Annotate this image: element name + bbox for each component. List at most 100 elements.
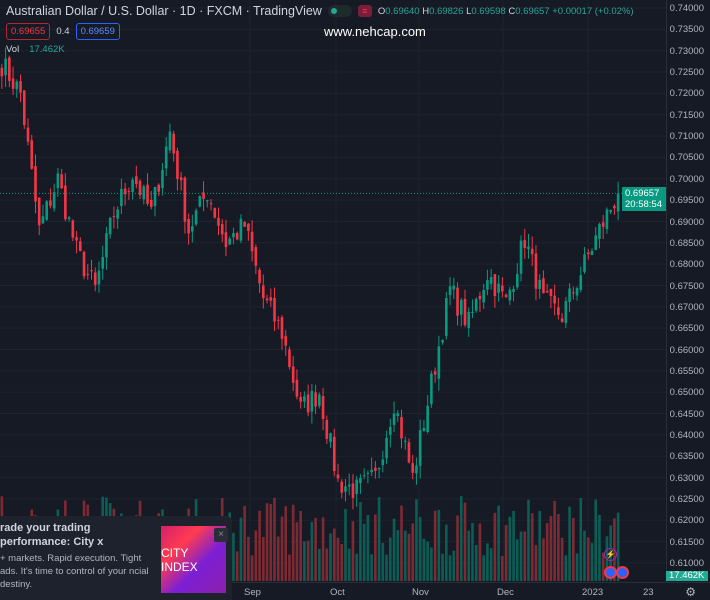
volume-bar (456, 515, 459, 581)
volume-bar (601, 552, 605, 581)
candle-body (336, 474, 340, 479)
buy-button[interactable]: 0.69659 (75, 23, 120, 40)
volume-bar (370, 554, 373, 581)
volume-bar (538, 511, 542, 581)
volume-bar (332, 528, 336, 581)
volume-bar (471, 522, 474, 581)
ad-close-button[interactable]: × (214, 528, 228, 542)
candle-body (149, 199, 153, 208)
volume-bar (583, 530, 586, 581)
candle-body (153, 187, 157, 206)
candle-body (64, 185, 67, 220)
candle-body (15, 81, 19, 90)
volume-bar (400, 505, 403, 581)
candle-body (52, 192, 56, 209)
candle-body (590, 250, 594, 256)
symbol-title[interactable]: Australian Dollar / U.S. Dollar · 1D · F… (6, 4, 322, 18)
candle-body (418, 430, 422, 466)
volume-bar (265, 503, 269, 581)
candle-body (430, 373, 433, 405)
candle-body (108, 217, 112, 235)
lightning-event-icon[interactable]: ⚡ (604, 548, 617, 561)
volume-bar (254, 530, 258, 581)
volume-bar (433, 510, 437, 581)
candle-body (179, 177, 183, 181)
volume-bar (288, 554, 291, 581)
candle-body (220, 224, 224, 235)
volume-bar (314, 517, 317, 581)
candle-body (527, 246, 530, 250)
candle-body (463, 298, 467, 326)
time-tick-label: Sep (244, 587, 261, 598)
volume-bar (243, 505, 246, 581)
sell-button[interactable]: 0.69655 (6, 23, 51, 40)
candle-body (254, 247, 258, 266)
ohlc-values: O0.69640 H0.69826 L0.69598 C0.69657 +0.0… (377, 5, 634, 17)
volume-bar (310, 521, 314, 581)
candle-body (56, 173, 60, 189)
candle-body (501, 285, 504, 292)
candle-body (508, 289, 512, 301)
price-tick-label: 0.67000 (669, 301, 704, 313)
flag-icon[interactable]: ≡ (357, 5, 372, 17)
candle-body (482, 290, 485, 303)
ad-banner[interactable]: rade your trading performance: City x + … (0, 516, 232, 600)
candle-body (613, 205, 616, 209)
candle-body (478, 295, 482, 300)
candle-body (598, 223, 601, 239)
price-tick-label: 0.65000 (669, 387, 704, 399)
market-status-toggle[interactable] (327, 5, 352, 17)
candle-body (8, 57, 11, 81)
candle-body (601, 222, 605, 227)
candle-body (34, 166, 37, 202)
volume-bar (340, 544, 344, 581)
candle-body (187, 218, 190, 234)
settings-gear-icon[interactable]: ⚙ (685, 585, 696, 599)
us-flag-event-icon[interactable] (616, 566, 629, 579)
candle-body (232, 233, 235, 238)
time-tick-label: 2023 (582, 587, 604, 598)
candle-body (273, 297, 276, 322)
candle-body (471, 311, 474, 313)
volume-axis-label: 17.462K (666, 571, 708, 581)
time-tick-label: Oct (330, 587, 345, 598)
candle-body (583, 254, 586, 272)
candle-body (299, 397, 302, 402)
candle-body (303, 396, 306, 402)
volume-bar (519, 531, 523, 581)
candle-body (49, 200, 52, 206)
candle-body (93, 272, 97, 285)
candle-body (377, 467, 381, 470)
price-axis[interactable]: 0.74000 0.73500 0.73000 0.72500 0.72000 0.715… (666, 0, 710, 582)
candle-body (19, 81, 22, 93)
volume-bar (362, 523, 366, 581)
candle-body (400, 416, 403, 439)
candle-body (164, 146, 168, 169)
volume-bar (303, 541, 306, 581)
candle-body (325, 419, 329, 439)
volume-bar (232, 532, 235, 581)
candle-body (366, 472, 370, 474)
volume-bar (426, 541, 429, 581)
candle-body (553, 295, 556, 304)
candle-body (332, 436, 336, 472)
volume-bar (329, 533, 332, 581)
price-tick-label: 0.69500 (669, 195, 704, 207)
price-chart[interactable] (0, 0, 666, 582)
volume-bar (411, 523, 415, 581)
volume-bar (306, 540, 310, 581)
volume-bar (280, 516, 284, 581)
candle-body (280, 317, 284, 339)
candle-body (344, 486, 347, 492)
candle-body (504, 294, 508, 298)
candle-body (572, 292, 575, 294)
volume-bar (557, 514, 560, 581)
candle-body (560, 318, 564, 322)
volume-bar (258, 510, 261, 581)
candle-body (138, 180, 142, 196)
candle-body (396, 413, 400, 417)
volume-bar (523, 531, 527, 581)
candle-body (198, 196, 202, 207)
volume-bar (284, 506, 288, 581)
volume-bar (374, 514, 377, 581)
